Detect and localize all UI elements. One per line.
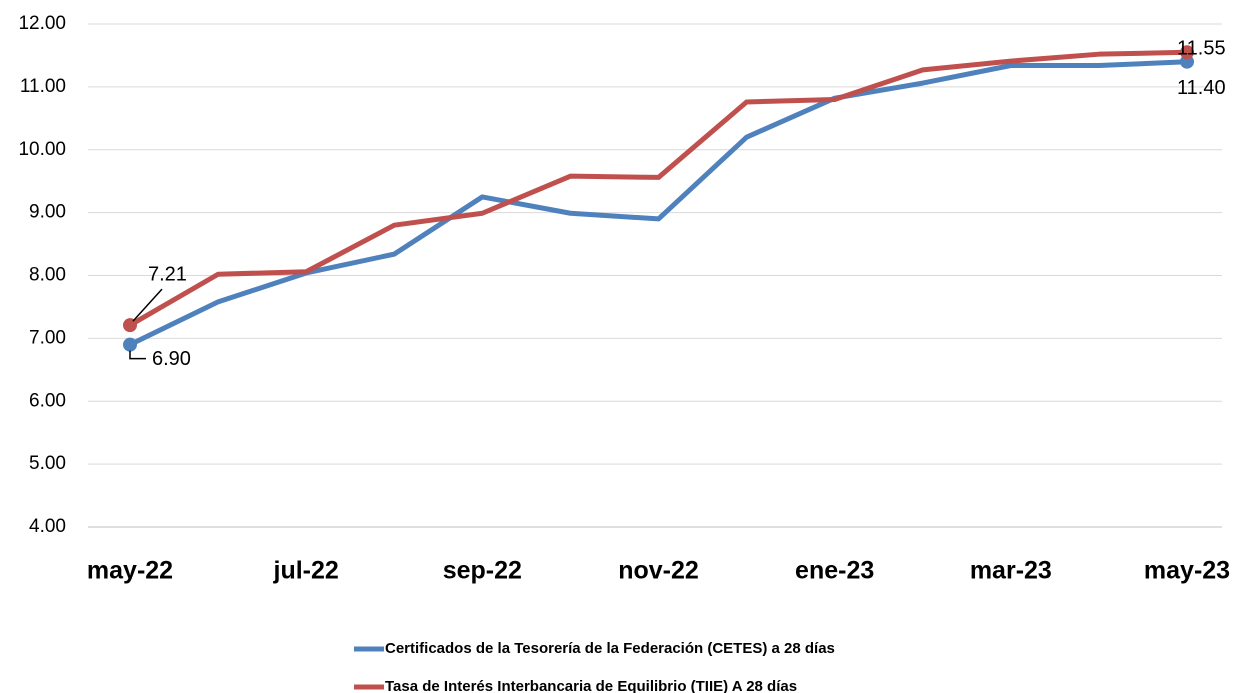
y-tick-label: 7.00 [29,327,66,348]
y-tick-label: 9.00 [29,202,66,223]
x-tick-label: mar-23 [970,557,1052,585]
y-tick-label: 10.00 [18,139,66,160]
leader-line [132,288,163,322]
y-tick-label: 11.00 [20,76,66,97]
data-label: 6.90 [152,348,191,370]
y-tick-label: 5.00 [29,453,66,474]
y-tick-label: 6.00 [29,390,66,411]
data-point [123,337,137,352]
leader-line [129,350,146,360]
x-tick-label: ene-23 [795,557,874,585]
series-line [128,49,1188,328]
x-tick-label: sep-22 [443,557,522,585]
data-point [1180,45,1194,60]
data-point [123,318,137,333]
y-tick-label: 12.00 [18,13,66,34]
series-line [128,59,1188,347]
data-label: 11.40 [1177,77,1226,99]
data-label: 11.55 [1177,38,1226,60]
legend-label: Certificados de la Tesorería de la Feder… [385,640,835,657]
legend-label: Tasa de Interés Interbancaria de Equilib… [385,678,797,693]
y-tick-label: 8.00 [29,265,66,286]
data-label: 7.21 [148,263,187,285]
x-tick-label: jul-22 [273,557,339,585]
x-tick-label: nov-22 [618,557,699,585]
y-tick-label: 4.00 [29,516,66,537]
x-tick-label: may-23 [1144,557,1230,585]
x-tick-label: may-22 [87,557,173,585]
